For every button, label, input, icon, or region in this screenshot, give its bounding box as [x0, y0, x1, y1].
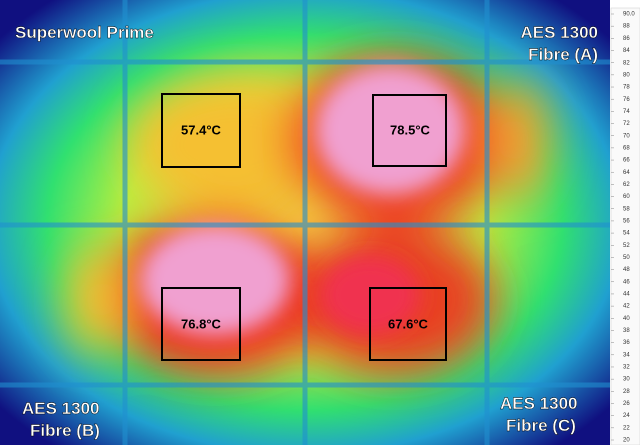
scale-label: 88	[623, 24, 630, 30]
scale-label: 80	[623, 72, 630, 78]
scale-label: 62	[623, 182, 630, 188]
scale-label: 52	[623, 243, 630, 249]
scale-label: 20	[623, 438, 630, 444]
scale-label: 78	[623, 85, 630, 91]
scale-label: 74	[623, 109, 630, 115]
thermal-image	[0, 0, 610, 445]
scale-label: 48	[623, 267, 630, 273]
scale-label: 50	[623, 255, 630, 261]
scale-label: 66	[623, 158, 630, 164]
scale-label: 46	[623, 279, 630, 285]
scale-label: 58	[623, 206, 630, 212]
scale-label: 86	[623, 36, 630, 42]
scale-label: 38	[623, 328, 630, 334]
scale-label: 68	[623, 145, 630, 151]
scale-label: 36	[623, 340, 630, 346]
scale-label: 72	[623, 121, 630, 127]
scale-label: 76	[623, 97, 630, 103]
scale-label: 56	[623, 218, 630, 224]
scale-label: 26	[623, 401, 630, 407]
panel-label: AES 1300	[521, 23, 599, 42]
temperature: 78.5°C	[390, 122, 431, 137]
temperature: 57.4°C	[181, 122, 222, 137]
scale-label: 54	[623, 231, 630, 237]
scale-label: 40	[623, 316, 630, 322]
scale-label: 30	[623, 377, 630, 383]
scale-label: 44	[623, 292, 630, 298]
scale-label: 70	[623, 133, 630, 139]
scale-label: 28	[623, 389, 630, 395]
measurement-boxes	[161, 93, 447, 361]
scale-label: 34	[623, 352, 630, 358]
scale-label: 22	[623, 425, 630, 431]
panel-label: AES 1300	[500, 394, 578, 413]
scale-label: 24	[623, 413, 630, 419]
scale-label: 42	[623, 304, 630, 310]
scale-label: 84	[623, 48, 630, 54]
temperature-scale: 90.0 88 86 84 82 80 78 76 74 72 70 68 66 64 62 60 58 56 54…	[610, 7, 640, 445]
scale-label: 64	[623, 170, 630, 176]
panel-label: Fibre (C)	[506, 416, 576, 435]
scale-label: 90.0	[623, 12, 635, 18]
panel-label: Fibre (A)	[528, 45, 598, 64]
scale-label: 60	[623, 194, 630, 200]
temperature: 67.6°C	[388, 316, 429, 331]
panel-label: AES 1300	[22, 399, 100, 418]
panel-label: Fibre (B)	[30, 421, 100, 440]
panel-label: Superwool Prime	[15, 23, 154, 42]
temperature: 76.8°C	[181, 316, 222, 331]
scale-label: 32	[623, 365, 630, 371]
scale-label: 82	[623, 60, 630, 66]
